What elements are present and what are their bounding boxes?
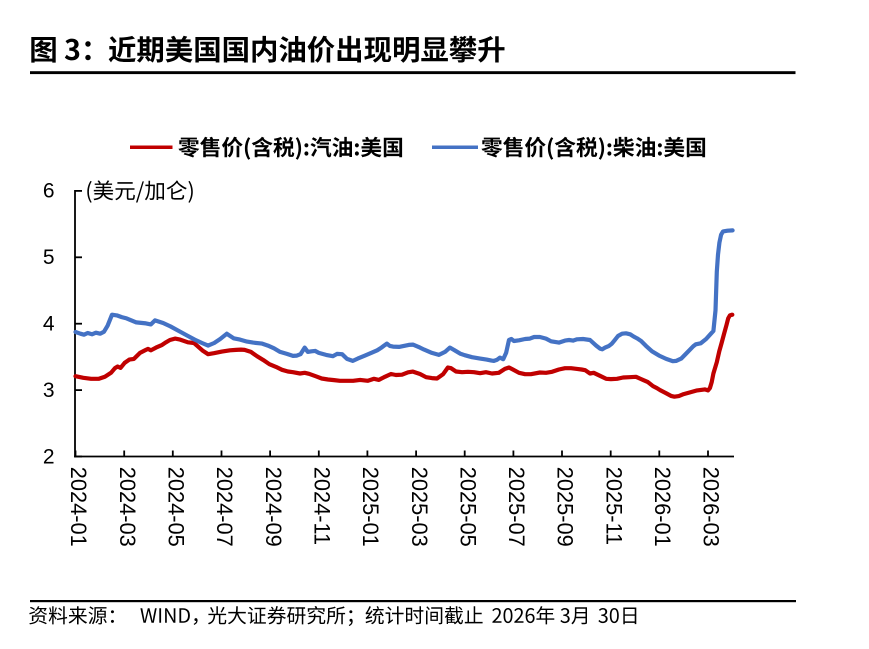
svg-text:2025-09: 2025-09	[553, 467, 578, 547]
svg-text:2: 2	[43, 445, 55, 468]
svg-text:2025-03: 2025-03	[407, 467, 432, 547]
svg-text:2024-03: 2024-03	[115, 467, 140, 547]
svg-text:3: 3	[43, 379, 55, 402]
svg-text:2025-01: 2025-01	[358, 467, 383, 547]
svg-text:2024-05: 2024-05	[164, 467, 189, 547]
svg-text:2024-07: 2024-07	[212, 467, 237, 547]
svg-text:6: 6	[43, 180, 55, 203]
svg-text:2026-03: 2026-03	[699, 467, 724, 547]
svg-text:2025-05: 2025-05	[455, 467, 480, 547]
svg-text:2025-11: 2025-11	[601, 467, 626, 545]
svg-text:2026-01: 2026-01	[650, 467, 675, 547]
svg-text:2025-07: 2025-07	[504, 467, 529, 547]
svg-text:2024-11: 2024-11	[310, 467, 335, 545]
svg-text:2024-09: 2024-09	[261, 467, 286, 547]
svg-text:5: 5	[43, 246, 55, 269]
svg-text:4: 4	[43, 313, 55, 336]
svg-text:2024-01: 2024-01	[66, 467, 91, 547]
